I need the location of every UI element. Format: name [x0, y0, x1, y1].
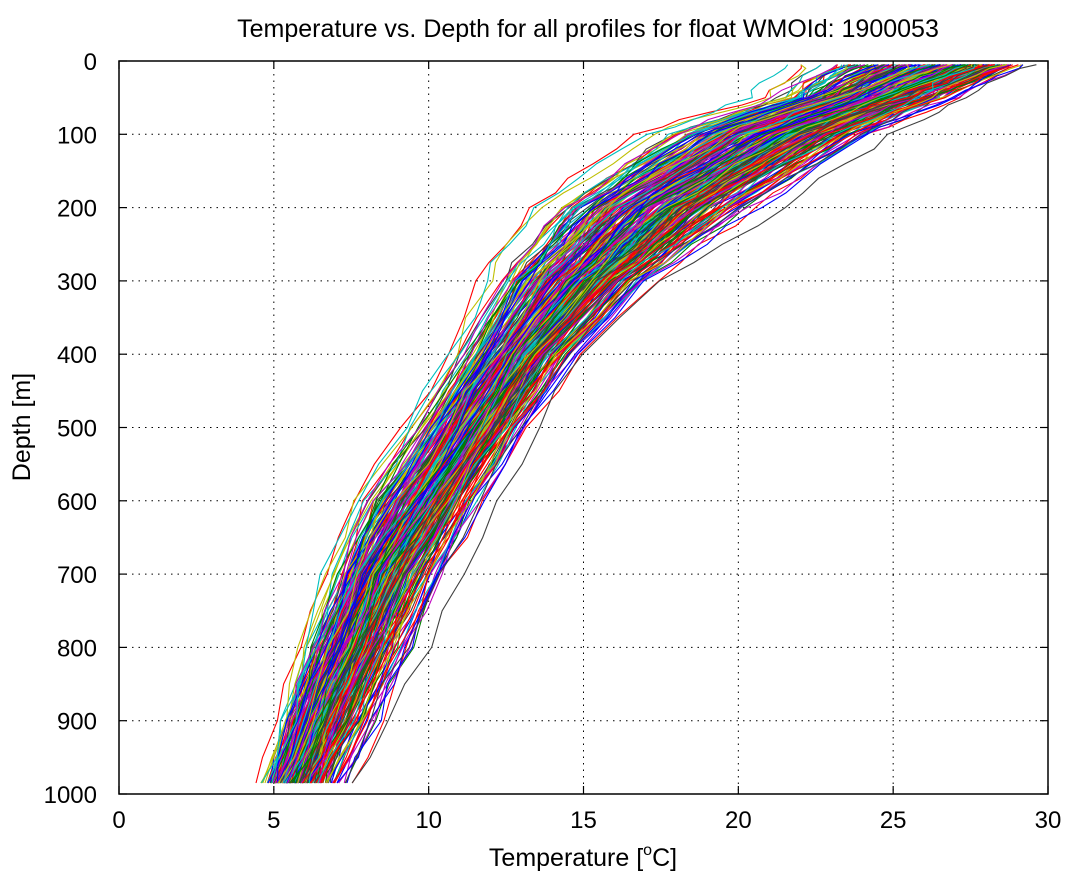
- chart-title: Temperature vs. Depth for all profiles f…: [237, 15, 939, 43]
- profile-line: [260, 64, 789, 784]
- profile-line: [291, 64, 935, 784]
- profile-line: [264, 64, 848, 784]
- x-tick-label: 10: [415, 807, 442, 834]
- plot-frame: [118, 60, 1049, 795]
- y-tick-label: 300: [57, 269, 97, 296]
- x-tick-label: 5: [267, 807, 280, 834]
- profile-line: [317, 64, 976, 784]
- x-axis-label-main: Temperature [: [489, 844, 643, 872]
- profile-line: [306, 64, 989, 784]
- profile-line: [301, 64, 990, 784]
- profile-line: [276, 64, 877, 784]
- y-tick-label: 400: [57, 342, 97, 369]
- profile-line: [309, 64, 975, 784]
- y-tick-label: 700: [57, 562, 97, 589]
- profile-line: [272, 64, 838, 784]
- x-tick-labels: 0 5 10 15 20 25 30: [112, 807, 1061, 834]
- y-tick-label: 500: [57, 416, 97, 443]
- profile-line: [301, 64, 945, 784]
- x-tick-label: 25: [880, 807, 907, 834]
- y-tick-label: 600: [57, 489, 97, 516]
- x-axis-label-suffix: C]: [652, 844, 677, 872]
- y-axis-label: Depth [m]: [8, 373, 36, 481]
- profile-line: [295, 64, 969, 784]
- profile-line: [299, 64, 978, 784]
- profile-line: [282, 64, 930, 784]
- profile-line: [294, 64, 953, 784]
- grid-lines: [119, 61, 1048, 794]
- axis-ticks: [118, 60, 1049, 795]
- x-tick-label: 0: [112, 807, 125, 834]
- profile-line: [346, 64, 1024, 784]
- profile-line: [299, 64, 964, 784]
- profile-line: [297, 64, 926, 784]
- profile-line: [326, 64, 1024, 784]
- profile-line: [294, 64, 941, 784]
- profile-line: [297, 64, 953, 784]
- profile-line: [266, 64, 843, 784]
- profile-line: [336, 64, 1012, 784]
- x-axis-label: Temperature [oC]: [489, 842, 677, 872]
- profile-line: [286, 64, 920, 784]
- profile-lines: [255, 64, 1037, 784]
- profile-line: [321, 64, 980, 784]
- profile-line: [286, 64, 917, 784]
- profile-line: [310, 64, 975, 784]
- y-tick-label: 200: [57, 196, 97, 223]
- x-axis-label-superscript: o: [643, 842, 652, 859]
- profile-line: [320, 64, 1014, 784]
- profile-line: [332, 64, 1010, 784]
- y-tick-labels: 0 100 200 300 400 500 600 700 800 900 1000: [44, 49, 97, 809]
- profile-line: [351, 64, 1037, 784]
- profile-line: [277, 64, 910, 784]
- profile-line: [260, 64, 807, 784]
- profile-line: [319, 64, 1009, 784]
- profile-line: [300, 64, 962, 784]
- profile-line: [281, 64, 948, 784]
- x-tick-label: 30: [1035, 807, 1062, 834]
- y-tick-label: 100: [57, 122, 97, 149]
- y-tick-label: 0: [84, 49, 97, 76]
- y-tick-label: 1000: [44, 782, 97, 809]
- profile-line: [282, 64, 928, 784]
- profile-line: [287, 64, 973, 784]
- profile-line: [325, 64, 1008, 784]
- profile-line: [293, 64, 956, 784]
- profile-line: [284, 64, 969, 784]
- profile-line: [275, 64, 861, 784]
- profile-line: [271, 64, 849, 784]
- profile-line: [285, 64, 918, 784]
- profile-line: [276, 64, 908, 784]
- y-tick-label: 800: [57, 635, 97, 662]
- x-tick-label: 15: [570, 807, 597, 834]
- profile-line: [315, 64, 1003, 784]
- y-tick-label: 900: [57, 709, 97, 736]
- profile-line: [297, 64, 966, 784]
- profile-line: [287, 64, 953, 784]
- profile-line: [282, 64, 936, 784]
- x-tick-label: 20: [725, 807, 752, 834]
